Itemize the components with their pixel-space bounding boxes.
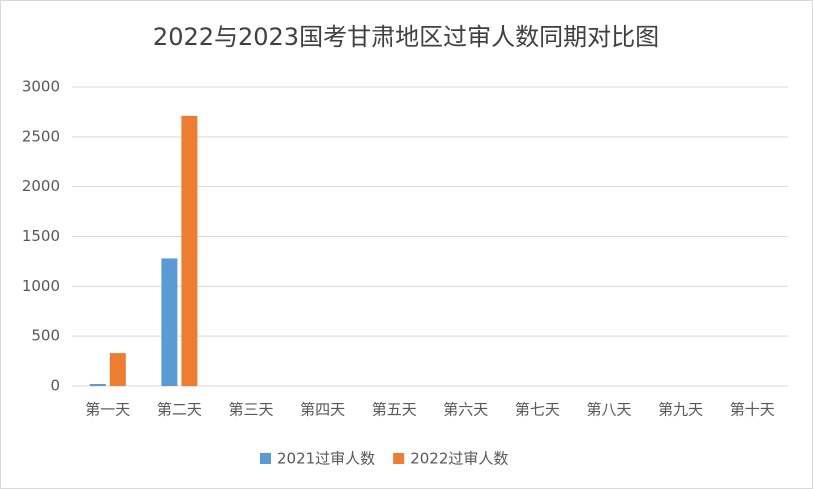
x-tick-label: 第八天 (586, 401, 631, 419)
legend-swatch (393, 453, 405, 464)
y-tick-label: 2000 (22, 177, 60, 195)
bar (161, 258, 178, 386)
x-tick-label: 第五天 (372, 401, 417, 419)
y-tick-label: 3000 (22, 78, 60, 96)
x-tick-label: 第二天 (157, 401, 202, 419)
x-tick-label: 第十天 (730, 401, 775, 419)
y-tick-label: 1000 (22, 277, 60, 295)
x-tick-label: 第九天 (658, 401, 703, 419)
y-tick-label: 1500 (22, 227, 60, 245)
bar (109, 353, 126, 386)
x-tick-label: 第一天 (85, 401, 130, 419)
x-tick-label: 第六天 (443, 401, 488, 419)
legend-label: 2022过审人数 (410, 450, 508, 468)
y-tick-label: 0 (50, 377, 60, 395)
legend-swatch (260, 453, 271, 464)
bar (89, 384, 106, 386)
y-tick-label: 500 (31, 327, 60, 345)
x-tick-label: 第四天 (300, 401, 345, 419)
y-tick-label: 2500 (22, 127, 60, 145)
x-tick-label: 第七天 (515, 401, 560, 419)
chart-title: 2022与2023国考甘肃地区过审人数同期对比图 (153, 23, 659, 51)
legend-label: 2021过审人数 (277, 450, 375, 468)
bar (181, 115, 198, 387)
x-tick-label: 第三天 (228, 401, 273, 419)
